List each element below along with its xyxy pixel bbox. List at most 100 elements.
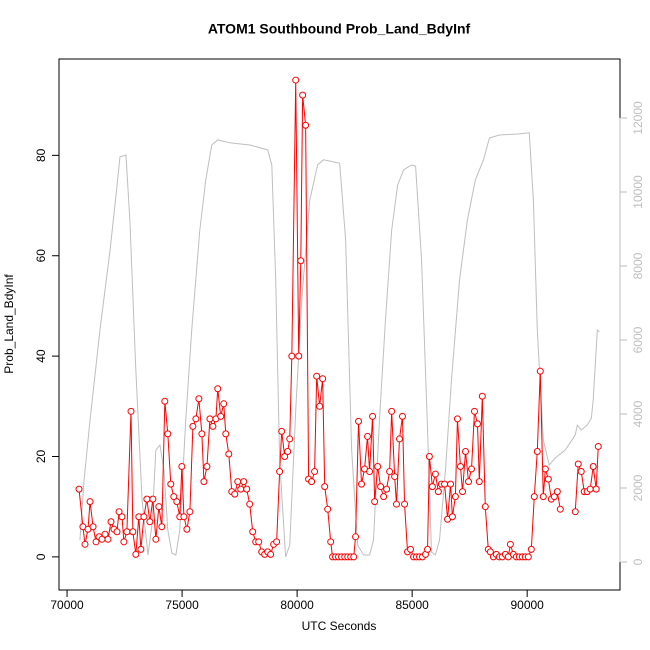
data-point: [118, 513, 126, 521]
data-point: [324, 505, 332, 513]
data-point: [391, 473, 399, 481]
data-point: [424, 545, 432, 553]
data-point: [278, 427, 286, 435]
data-point: [86, 498, 94, 506]
data-point: [234, 478, 242, 486]
data-point: [123, 528, 131, 536]
data-point: [155, 503, 163, 511]
data-point: [225, 450, 233, 458]
data-point: [249, 528, 257, 536]
data-point: [364, 432, 372, 440]
data-point: [115, 508, 123, 516]
data-point: [550, 493, 558, 501]
y2-tick-label: 2000: [631, 474, 645, 501]
data-point: [577, 468, 585, 476]
y-axis-label: Prob_Land_BdyInf: [2, 274, 16, 374]
data-point: [129, 528, 137, 536]
data-point: [592, 485, 600, 493]
data-point: [574, 460, 582, 468]
data-point: [161, 397, 169, 405]
data-point: [140, 513, 148, 521]
y2-tick-label: 12000: [631, 101, 645, 135]
data-point: [167, 480, 175, 488]
x-tick-label: 85000: [395, 598, 429, 612]
data-point: [158, 523, 166, 531]
data-point: [313, 372, 321, 380]
data-point: [231, 490, 239, 498]
data-point: [178, 463, 186, 471]
data-point: [127, 407, 135, 415]
data-point: [398, 412, 406, 420]
series-line: [78, 80, 599, 558]
data-point: [189, 422, 197, 430]
data-point: [475, 478, 483, 486]
y2-tick-label: 6000: [631, 326, 645, 353]
data-point: [589, 463, 597, 471]
data-point: [255, 538, 263, 546]
y-tick-label: 0: [34, 553, 48, 560]
data-point: [527, 545, 535, 553]
data-point: [533, 447, 541, 455]
data-point: [137, 545, 145, 553]
data-point: [299, 91, 307, 99]
data-point: [170, 493, 178, 501]
data-point: [297, 257, 305, 265]
data-point: [386, 468, 394, 476]
data-point: [237, 485, 245, 493]
data-point: [467, 465, 475, 473]
data-point: [383, 485, 391, 493]
x-tick-label: 75000: [165, 598, 199, 612]
x-tick-label: 70000: [50, 598, 84, 612]
data-point: [377, 483, 385, 491]
data-point: [465, 478, 473, 486]
data-point: [447, 480, 455, 488]
data-point: [180, 513, 188, 521]
data-point: [316, 402, 324, 410]
data-point: [246, 500, 254, 508]
data-point: [120, 538, 128, 546]
data-point: [276, 468, 284, 476]
data-point: [536, 367, 544, 375]
data-point: [240, 478, 248, 486]
data-point: [371, 498, 379, 506]
data-point: [456, 463, 464, 471]
data-point: [434, 488, 442, 496]
data-point: [448, 513, 456, 521]
data-point: [200, 478, 208, 486]
data-point: [209, 422, 217, 430]
data-point: [352, 533, 360, 541]
data-point: [281, 452, 289, 460]
y2-tick-label: 8000: [631, 252, 645, 279]
data-point: [203, 463, 211, 471]
data-point: [530, 493, 538, 501]
data-point: [186, 508, 194, 516]
data-point: [195, 395, 203, 403]
data-point: [366, 468, 374, 476]
data-point: [506, 540, 514, 548]
data-point: [428, 483, 436, 491]
y2-tick-label: 0: [631, 558, 645, 565]
y-tick-label: 40: [34, 349, 48, 363]
data-point: [453, 415, 461, 423]
data-point: [198, 430, 206, 438]
data-point: [220, 400, 228, 408]
y2-tick-label: 4000: [631, 400, 645, 427]
data-point: [462, 447, 470, 455]
data-point: [374, 463, 382, 471]
data-point: [152, 535, 160, 543]
data-point: [541, 465, 549, 473]
data-point: [539, 493, 547, 501]
data-point: [113, 528, 121, 536]
data-point: [192, 415, 200, 423]
data-point: [594, 442, 602, 450]
data-point: [473, 420, 481, 428]
data-point: [217, 412, 225, 420]
y2-tick-label: 10000: [631, 175, 645, 209]
data-point: [586, 485, 594, 493]
data-point: [302, 121, 310, 129]
data-point: [553, 488, 561, 496]
data-point: [92, 538, 100, 546]
data-point: [350, 553, 358, 561]
x-axis-label: UTC Seconds: [302, 619, 377, 633]
